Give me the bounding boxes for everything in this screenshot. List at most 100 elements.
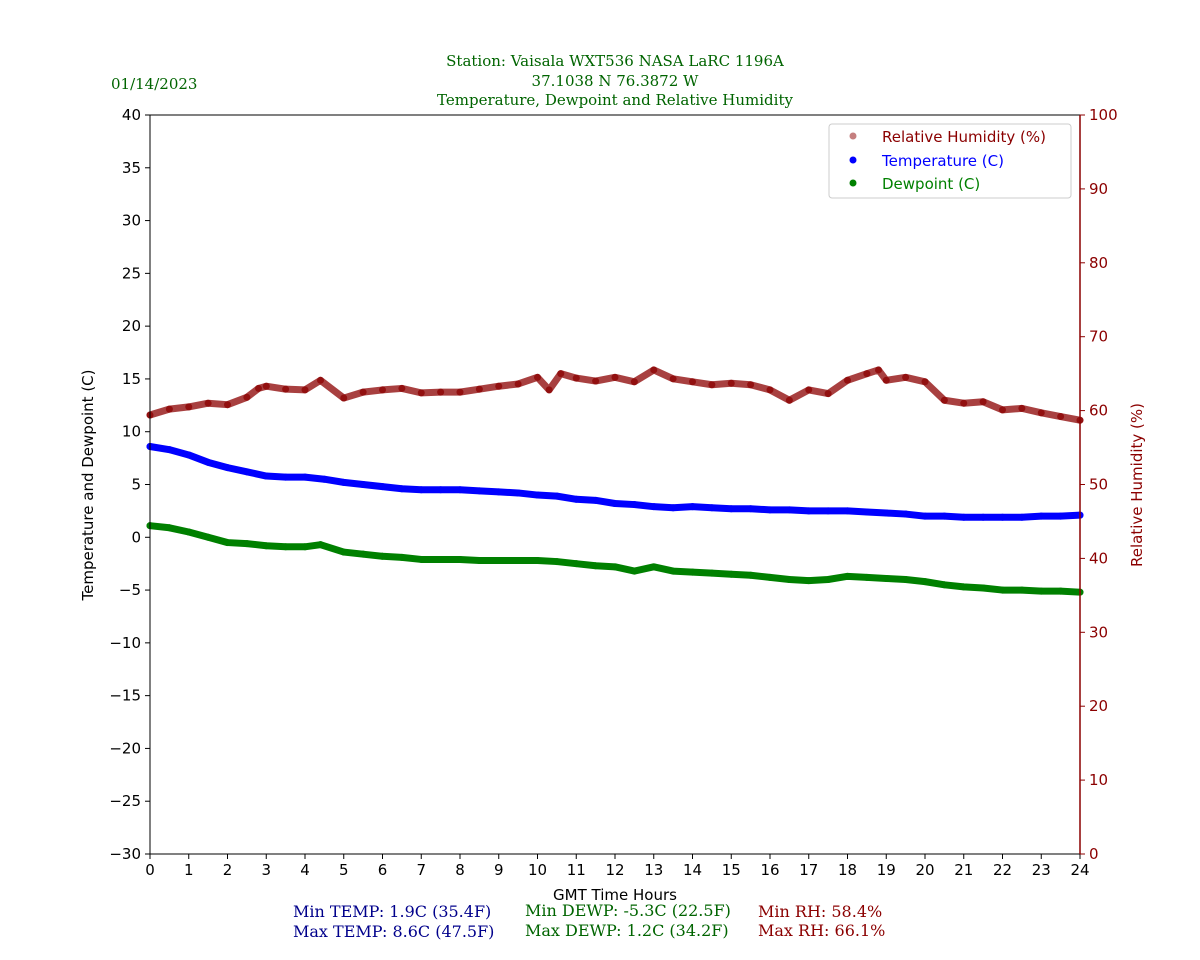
temperature-point (708, 504, 716, 512)
relative-humidity-point (875, 366, 882, 374)
x-tick-label: 13 (644, 861, 663, 879)
dewpoint-point (940, 581, 948, 589)
min-rh: Min RH: 58.4% (758, 902, 883, 921)
dewpoint-point (317, 541, 324, 549)
relative-humidity-point (882, 376, 890, 384)
dewpoint-point (340, 548, 348, 556)
y2-tick-label: 80 (1089, 254, 1108, 272)
relative-humidity-line (146, 366, 1084, 424)
relative-humidity-point (766, 386, 774, 394)
y-tick-label: −10 (109, 634, 141, 652)
y-tick-label: 20 (122, 317, 141, 335)
temperature-point (437, 486, 445, 494)
relative-humidity-point (902, 373, 910, 381)
dewpoint-point (359, 550, 367, 558)
y-tick-label: 25 (122, 264, 141, 282)
x-tick-label: 7 (416, 861, 426, 879)
title-chart: Temperature, Dewpoint and Relative Humid… (437, 91, 793, 109)
dewpoint-point (165, 524, 173, 532)
relative-humidity-point (262, 382, 270, 390)
relative-humidity-point (592, 377, 600, 385)
dewpoint-point (844, 572, 851, 580)
dewpoint-point (553, 558, 561, 566)
relative-humidity-point (514, 380, 522, 388)
dewpoint-point (185, 528, 193, 536)
relative-humidity-point (255, 384, 262, 392)
relative-humidity-point (921, 378, 929, 386)
relative-humidity-point (301, 386, 309, 394)
dewpoint-point (514, 557, 522, 565)
dewpoint-point (572, 560, 580, 568)
relative-humidity-point (669, 375, 677, 383)
x-tick-label: 21 (954, 861, 973, 879)
relative-humidity-point (475, 385, 483, 393)
dewpoint-point (1018, 586, 1026, 594)
relative-humidity-point (805, 386, 813, 394)
dewpoint-point (456, 555, 464, 563)
temperature-point (727, 505, 735, 513)
y-tick-label: 10 (122, 423, 141, 441)
temperature-point (902, 510, 910, 518)
dewpoint-point (747, 571, 755, 579)
legend: Relative Humidity (%) Temperature (C) De… (828, 123, 1072, 199)
x-tick-label: 9 (494, 861, 504, 879)
dewpoint-point (669, 567, 677, 575)
title-station: Station: Vaisala WXT536 NASA LaRC 1196A (446, 52, 784, 70)
y-axis-label: Temperature and Dewpoint (C) (79, 369, 97, 601)
relative-humidity-point (224, 401, 231, 409)
temperature-point (960, 513, 968, 521)
y-tick-label: 5 (131, 476, 141, 494)
temperature-point (805, 507, 813, 515)
temperature-point (456, 486, 464, 494)
relative-humidity-point (417, 389, 425, 397)
dewpoint-point (398, 553, 406, 561)
x-tick-label: 1 (184, 861, 194, 879)
temperature-point (165, 446, 173, 454)
dewpoint-point (999, 586, 1006, 594)
y2-tick-label: 0 (1089, 845, 1099, 863)
temperature-point (592, 496, 600, 504)
x-axis-label: GMT Time Hours (553, 886, 677, 904)
x-tick-label: 12 (605, 861, 624, 879)
y-tick-label: 40 (122, 106, 141, 124)
legend-box (828, 123, 1072, 199)
temperature-point (979, 513, 987, 521)
max-temp: Max TEMP: 8.6C (47.5F) (293, 922, 495, 941)
legend-marker-rh (849, 132, 857, 140)
relative-humidity-point (282, 385, 290, 393)
relative-humidity-point (824, 390, 832, 398)
legend-temp: Temperature (C) (881, 152, 1004, 170)
y-tick-label: −30 (109, 845, 141, 863)
y-tick-label: −5 (119, 581, 141, 599)
relative-humidity-point (727, 379, 735, 387)
y-tick-label: 35 (122, 159, 141, 177)
temperature-point (340, 478, 348, 486)
dewpoint-point (379, 552, 386, 560)
dewpoint-point (708, 569, 716, 577)
dewpoint-point (243, 540, 251, 548)
relative-humidity-point (960, 399, 968, 407)
legend-dewp: Dewpoint (C) (882, 175, 980, 193)
dewpoint-point (1037, 587, 1045, 595)
y2-tick-label: 60 (1089, 402, 1108, 420)
temperature-point (553, 492, 561, 500)
temperature-point (611, 500, 619, 508)
max-rh: Max RH: 66.1% (758, 921, 886, 940)
x-tick-label: 0 (145, 861, 155, 879)
max-dewp: Max DEWP: 1.2C (34.2F) (525, 921, 729, 940)
relative-humidity-point (204, 399, 212, 407)
temperature-point (824, 507, 832, 515)
relative-humidity-point (340, 394, 348, 402)
dewpoint-line (146, 522, 1084, 596)
relative-humidity-point (398, 384, 406, 392)
dewpoint-point (960, 583, 968, 591)
y2-tick-label: 40 (1089, 549, 1108, 567)
x-tick-label: 23 (1032, 861, 1051, 879)
relative-humidity-point (359, 388, 367, 396)
y-tick-label: 0 (131, 528, 141, 546)
temperature-point (224, 464, 231, 472)
temperature-point (534, 491, 541, 499)
relative-humidity-point (317, 376, 324, 384)
y2-tick-label: 90 (1089, 180, 1108, 198)
y-tick-label: −25 (109, 792, 141, 810)
